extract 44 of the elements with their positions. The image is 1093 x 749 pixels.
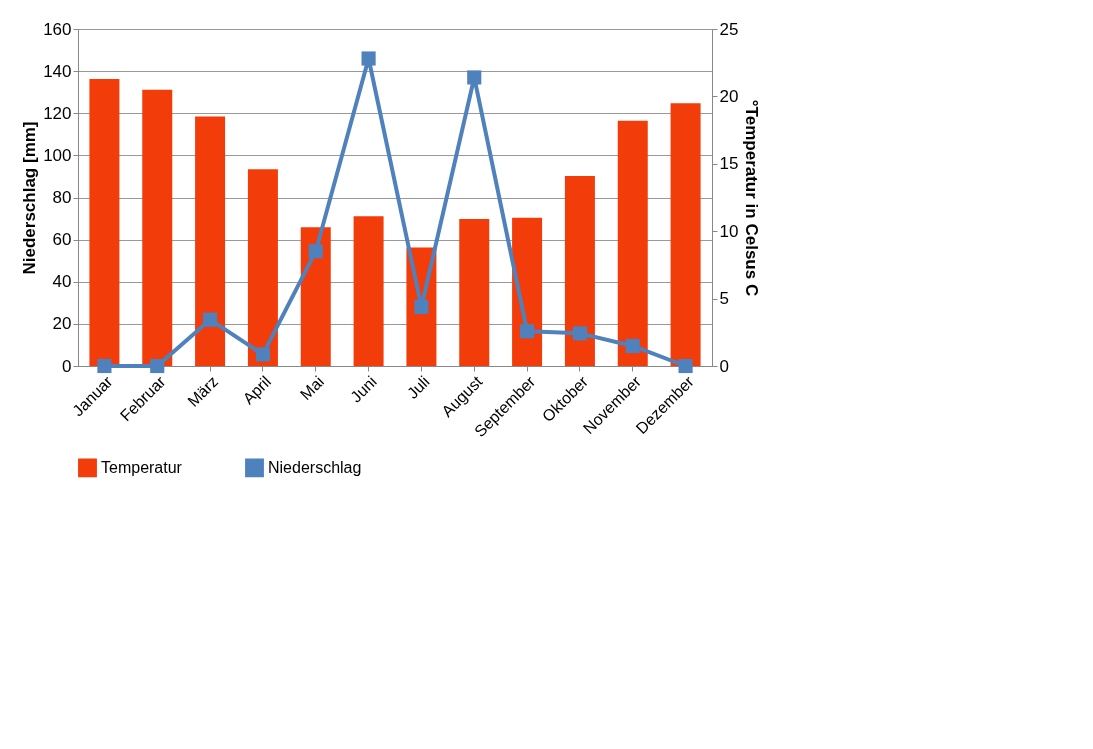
y-tick-label: 20 bbox=[52, 314, 72, 334]
y-tick-label: 60 bbox=[52, 230, 72, 250]
y2-tick-label: 10 bbox=[719, 221, 739, 241]
y2-tick-label: 25 bbox=[719, 19, 739, 39]
bar bbox=[459, 219, 490, 366]
bar bbox=[353, 216, 384, 366]
x-tick-label: Juli bbox=[403, 372, 433, 402]
point bbox=[520, 324, 535, 339]
point bbox=[97, 358, 112, 374]
point bbox=[150, 358, 165, 374]
y2-tick-label: 20 bbox=[719, 86, 739, 106]
point bbox=[414, 299, 429, 315]
point bbox=[625, 338, 640, 354]
bar bbox=[564, 175, 595, 366]
y-tick-label: 160 bbox=[43, 19, 72, 39]
bar bbox=[142, 89, 173, 366]
point bbox=[572, 326, 587, 341]
point bbox=[308, 244, 323, 259]
legend-label: Temperatur bbox=[101, 458, 183, 476]
y-tick-label: 120 bbox=[43, 103, 72, 123]
y2-axis-title: °Temperatur in Celsus C bbox=[742, 99, 762, 297]
y2-tick-label: 15 bbox=[719, 154, 739, 174]
bar bbox=[670, 103, 701, 366]
legend-label: Niederschlag bbox=[268, 458, 362, 476]
y-tick-label: 80 bbox=[52, 188, 72, 207]
x-tick-label: Juni bbox=[347, 372, 380, 406]
y2-tick-label: 0 bbox=[719, 356, 729, 376]
y-axis-title: Niederschlag [mm] bbox=[20, 121, 40, 275]
point bbox=[467, 70, 482, 85]
bar bbox=[195, 116, 226, 366]
y-tick-label: 40 bbox=[52, 272, 72, 292]
bar bbox=[300, 227, 331, 366]
point bbox=[678, 358, 693, 374]
point bbox=[361, 51, 376, 66]
point bbox=[203, 312, 218, 327]
x-tick-label: Mai bbox=[296, 372, 328, 404]
bar bbox=[89, 78, 120, 366]
y-tick-label: 140 bbox=[43, 61, 72, 81]
point bbox=[255, 347, 270, 362]
bar bbox=[617, 120, 648, 366]
y-tick-label: 100 bbox=[43, 145, 72, 165]
bar bbox=[247, 169, 278, 366]
y2-tick-label: 5 bbox=[719, 289, 729, 309]
y-tick-label: 0 bbox=[62, 356, 72, 376]
